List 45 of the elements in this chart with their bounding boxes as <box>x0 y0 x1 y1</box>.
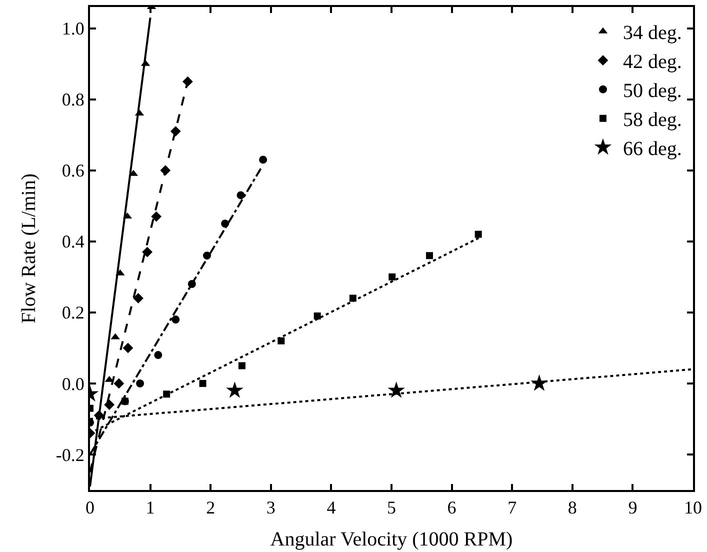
point <box>133 293 144 304</box>
legend-label: 66 deg. <box>622 138 682 160</box>
point <box>114 378 124 389</box>
legend-label: 34 deg. <box>622 22 682 44</box>
x-tick-label: 6 <box>447 498 456 518</box>
point <box>122 342 134 354</box>
point <box>104 400 114 410</box>
point <box>172 316 180 324</box>
y-tick-label: 0.8 <box>62 90 84 110</box>
x-tick-label: 3 <box>266 498 276 518</box>
y-axis-title: Flow Rate (L/min) <box>18 174 40 324</box>
point <box>388 381 405 398</box>
legend-label: 50 deg. <box>622 80 682 102</box>
x-axis-title: Angular Velocity (1000 RPM) <box>270 528 513 551</box>
point <box>474 230 482 238</box>
y-tick-label: 0.4 <box>62 232 84 252</box>
legend-label: 58 deg. <box>622 109 682 132</box>
point <box>136 379 144 388</box>
point <box>199 380 206 387</box>
x-tick-label: 7 <box>508 498 517 518</box>
y-tick-label: 0.2 <box>62 302 84 323</box>
y-tick-label: 0.0 <box>62 374 84 394</box>
point <box>388 273 396 280</box>
point <box>236 191 245 200</box>
point <box>226 381 244 398</box>
point <box>151 211 162 222</box>
y-tick-label: 1.0 <box>62 18 84 39</box>
y-tick-label: 0.6 <box>62 160 84 181</box>
x-tick-label: 9 <box>628 498 638 518</box>
point <box>154 351 162 360</box>
x-tick-label: 4 <box>326 498 336 518</box>
point <box>142 246 152 258</box>
x-tick-label: 0 <box>86 498 94 518</box>
x-tick-label: 1 <box>146 498 155 518</box>
x-tick-label: 8 <box>568 498 577 518</box>
point <box>259 156 268 164</box>
point <box>314 312 321 320</box>
y-tick-label: -0.2 <box>56 444 84 465</box>
point <box>238 362 246 370</box>
x-tick-label: 10 <box>684 498 702 518</box>
point <box>426 252 433 260</box>
legend-label: 42 deg. <box>622 51 682 74</box>
x-tick-label: 5 <box>387 498 396 518</box>
point <box>278 337 285 344</box>
x-tick-label: 2 <box>206 498 216 518</box>
